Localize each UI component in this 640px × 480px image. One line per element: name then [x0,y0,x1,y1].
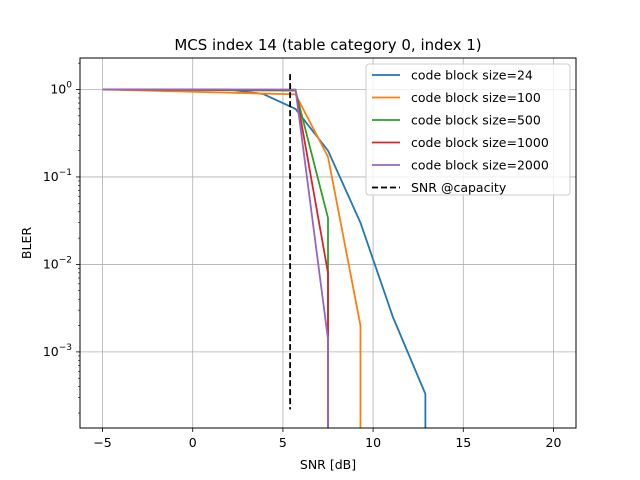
legend-box [365,63,571,196]
legend: code block size=24 code block size=100 cod… [365,63,571,196]
legend-label: SNR @capacity [411,180,507,195]
x-tick-label: −5 [93,435,111,450]
legend-label: code block size=24 [411,68,533,83]
plot-area-frame [79,57,577,429]
series-line-5 [102,88,329,428]
x-axis-ticks: −5 0 5 10 15 20 [93,428,561,450]
x-tick-label: 20 [546,435,562,450]
legend-label: code block size=1000 [411,135,549,150]
legend-label: code block size=2000 [411,158,549,173]
series-lines [102,74,427,428]
x-tick-label: 10 [365,435,381,450]
x-tick-label: 15 [455,435,471,450]
x-tick-label: 0 [189,435,197,450]
x-axis-label: SNR [dB] [300,457,356,472]
series-line-2 [102,88,362,428]
x-tick-label: 5 [279,435,287,450]
y-axis-label: BLER [19,227,34,259]
chart-title: MCS index 14 (table category 0, index 1) [174,36,481,54]
legend-label: code block size=100 [411,90,541,105]
legend-label: code block size=500 [411,113,541,128]
